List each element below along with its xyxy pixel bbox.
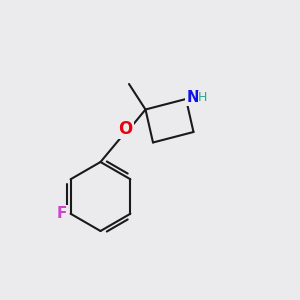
Text: O: O [118, 120, 132, 138]
Text: H: H [198, 91, 208, 104]
Text: N: N [186, 90, 199, 105]
Text: F: F [57, 206, 68, 221]
